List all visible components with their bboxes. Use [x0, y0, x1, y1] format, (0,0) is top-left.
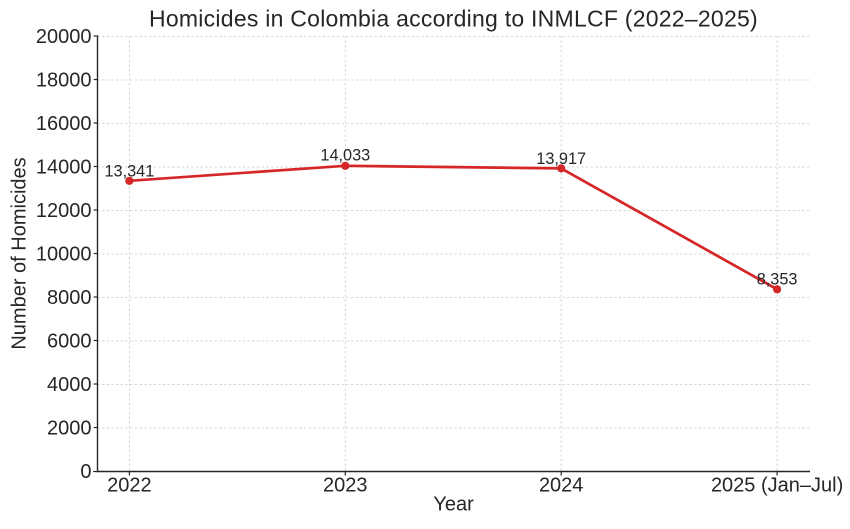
svg-text:20000: 20000	[36, 26, 92, 48]
svg-text:18000: 18000	[36, 69, 92, 91]
svg-text:2000: 2000	[47, 417, 92, 439]
svg-text:Year: Year	[433, 494, 474, 516]
svg-text:16000: 16000	[36, 113, 92, 135]
svg-text:0: 0	[80, 461, 91, 483]
svg-text:12000: 12000	[36, 200, 92, 222]
svg-text:8000: 8000	[47, 287, 92, 309]
svg-text:Number of Homicides: Number of Homicides	[9, 157, 31, 349]
svg-text:8,353: 8,353	[757, 271, 798, 289]
svg-text:2025 (Jan–Jul): 2025 (Jan–Jul)	[711, 474, 843, 496]
svg-text:14000: 14000	[36, 156, 92, 178]
svg-text:6000: 6000	[47, 330, 92, 352]
svg-text:10000: 10000	[36, 243, 92, 265]
svg-text:13,917: 13,917	[536, 150, 586, 168]
svg-text:2024: 2024	[539, 474, 584, 496]
svg-text:13,341: 13,341	[104, 162, 154, 180]
svg-text:2022: 2022	[107, 474, 152, 496]
svg-text:14,033: 14,033	[320, 146, 370, 164]
svg-text:4000: 4000	[47, 374, 92, 396]
svg-text:Homicides in Colombia accordin: Homicides in Colombia according to INMLC…	[149, 5, 758, 31]
svg-text:2023: 2023	[323, 474, 368, 496]
